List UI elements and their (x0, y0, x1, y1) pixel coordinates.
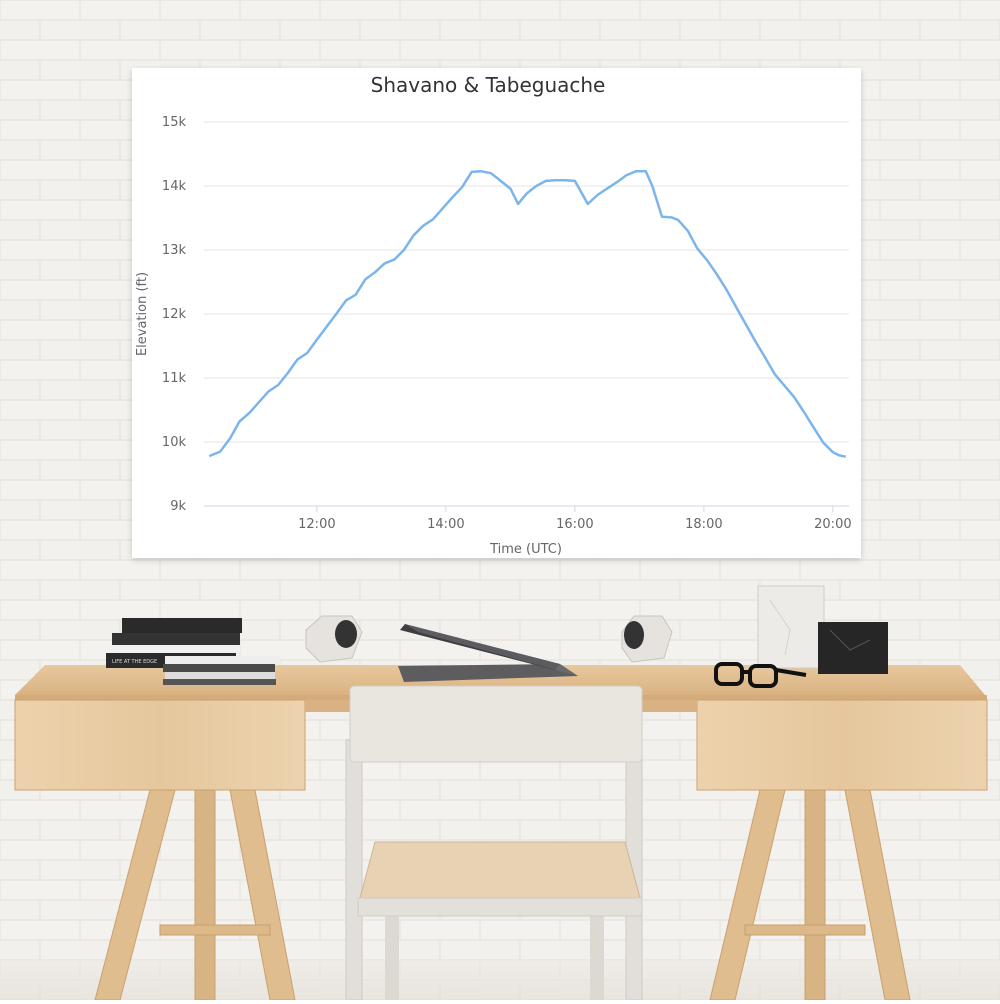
y-tick-label: 11k (162, 371, 187, 386)
laptop (398, 624, 578, 682)
x-tick-labels: 12:00 14:00 16:00 18:00 20:00 (298, 506, 852, 532)
y-tick-label: 14k (162, 179, 187, 194)
elevation-series-line (208, 170, 847, 458)
grid-lines (204, 121, 849, 507)
marble-blocks (757, 585, 888, 674)
y-axis-title: Elevation (ft) (135, 272, 150, 356)
x-tick-label: 20:00 (814, 517, 851, 532)
glasses (714, 662, 807, 688)
x-axis-title: Time (UTC) (489, 542, 562, 557)
speaker-left (305, 615, 363, 663)
chart-title: Shavano & Tabeguache (371, 73, 606, 97)
speaker-right (621, 615, 673, 663)
book-stack: LIFE AT THE EDGE (106, 618, 280, 685)
x-tick-label: 12:00 (298, 517, 335, 532)
y-tick-label: 10k (162, 435, 187, 450)
chart-poster: Shavano & Tabeguache 9k 10k 11k 12k 13k 14k 15… (132, 68, 861, 558)
x-tick-label: 18:00 (685, 517, 722, 532)
desk-legs (94, 789, 911, 1001)
y-tick-label: 9k (170, 499, 186, 514)
y-tick-label: 12k (162, 307, 187, 322)
x-tick-label: 16:00 (556, 517, 593, 532)
y-tick-label: 15k (162, 115, 187, 130)
y-tick-label: 13k (162, 243, 187, 258)
book-spine-text: LIFE AT THE EDGE (112, 659, 157, 665)
left-drawer (14, 699, 306, 791)
x-tick-label: 14:00 (427, 517, 464, 532)
right-drawer (696, 699, 988, 791)
y-tick-labels: 9k 10k 11k 12k 13k 14k 15k (162, 115, 187, 514)
chair (345, 685, 643, 1001)
elevation-chart: Shavano & Tabeguache 9k 10k 11k 12k 13k 14k 15… (132, 68, 861, 558)
